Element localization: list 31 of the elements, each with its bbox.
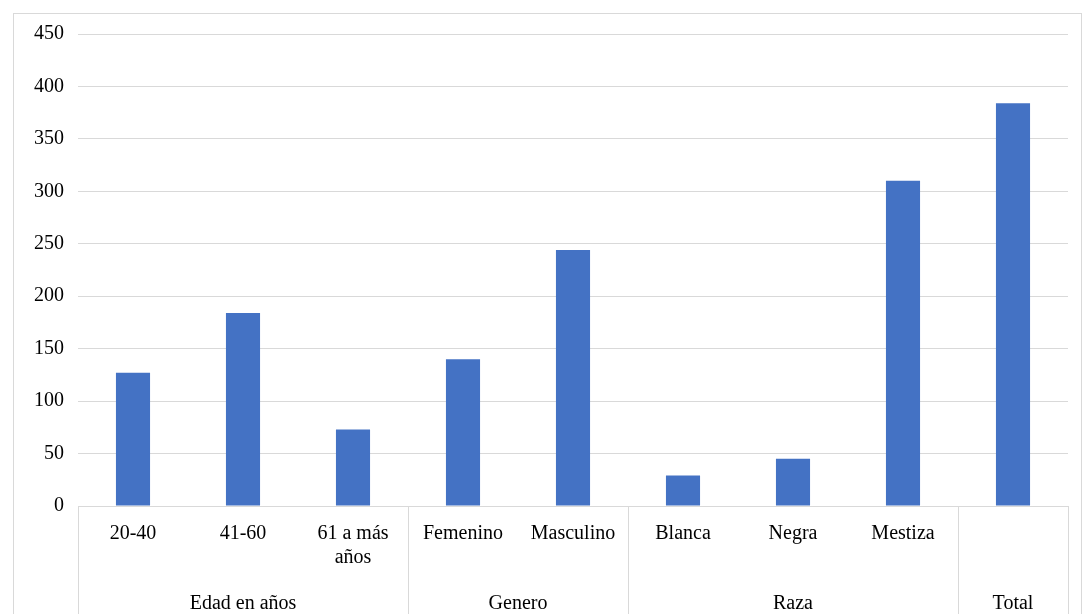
text: Raza: [773, 591, 814, 613]
y-tick-label: 300: [34, 178, 64, 201]
text: Edad en años: [189, 591, 297, 613]
bar: [995, 103, 1031, 506]
bar: [115, 372, 151, 506]
y-tick-label: 150: [34, 335, 64, 358]
bar: [885, 180, 921, 506]
bar: [225, 313, 261, 506]
x-tick-label: 41-60: [219, 521, 267, 544]
y-tick-label: 200: [34, 283, 64, 306]
x-tick-label: Mestiza: [871, 521, 935, 544]
bar: [665, 475, 701, 506]
x-tick-label: Blanca: [655, 521, 711, 544]
x-tick-label: Negra: [768, 521, 818, 545]
bar: [775, 458, 811, 506]
y-tick-label: 100: [34, 388, 64, 411]
y-tick-label: 400: [34, 73, 64, 96]
text: Genero: [488, 591, 548, 613]
x-tick-label: Femenino: [423, 521, 503, 544]
bar: [445, 359, 481, 506]
bar: [335, 429, 371, 506]
x-tick-label: 20-40: [109, 521, 157, 544]
y-tick-label: 350: [34, 126, 64, 149]
y-tick-label: 250: [34, 231, 64, 254]
text: Total: [992, 591, 1034, 613]
x-tick-label: 61 a más años: [317, 521, 389, 568]
y-tick-label: 0: [54, 493, 64, 516]
y-tick-label: 450: [34, 21, 64, 44]
bar: [555, 250, 591, 506]
x-tick-label: Masculino: [530, 521, 616, 544]
y-tick-label: 50: [44, 440, 64, 463]
